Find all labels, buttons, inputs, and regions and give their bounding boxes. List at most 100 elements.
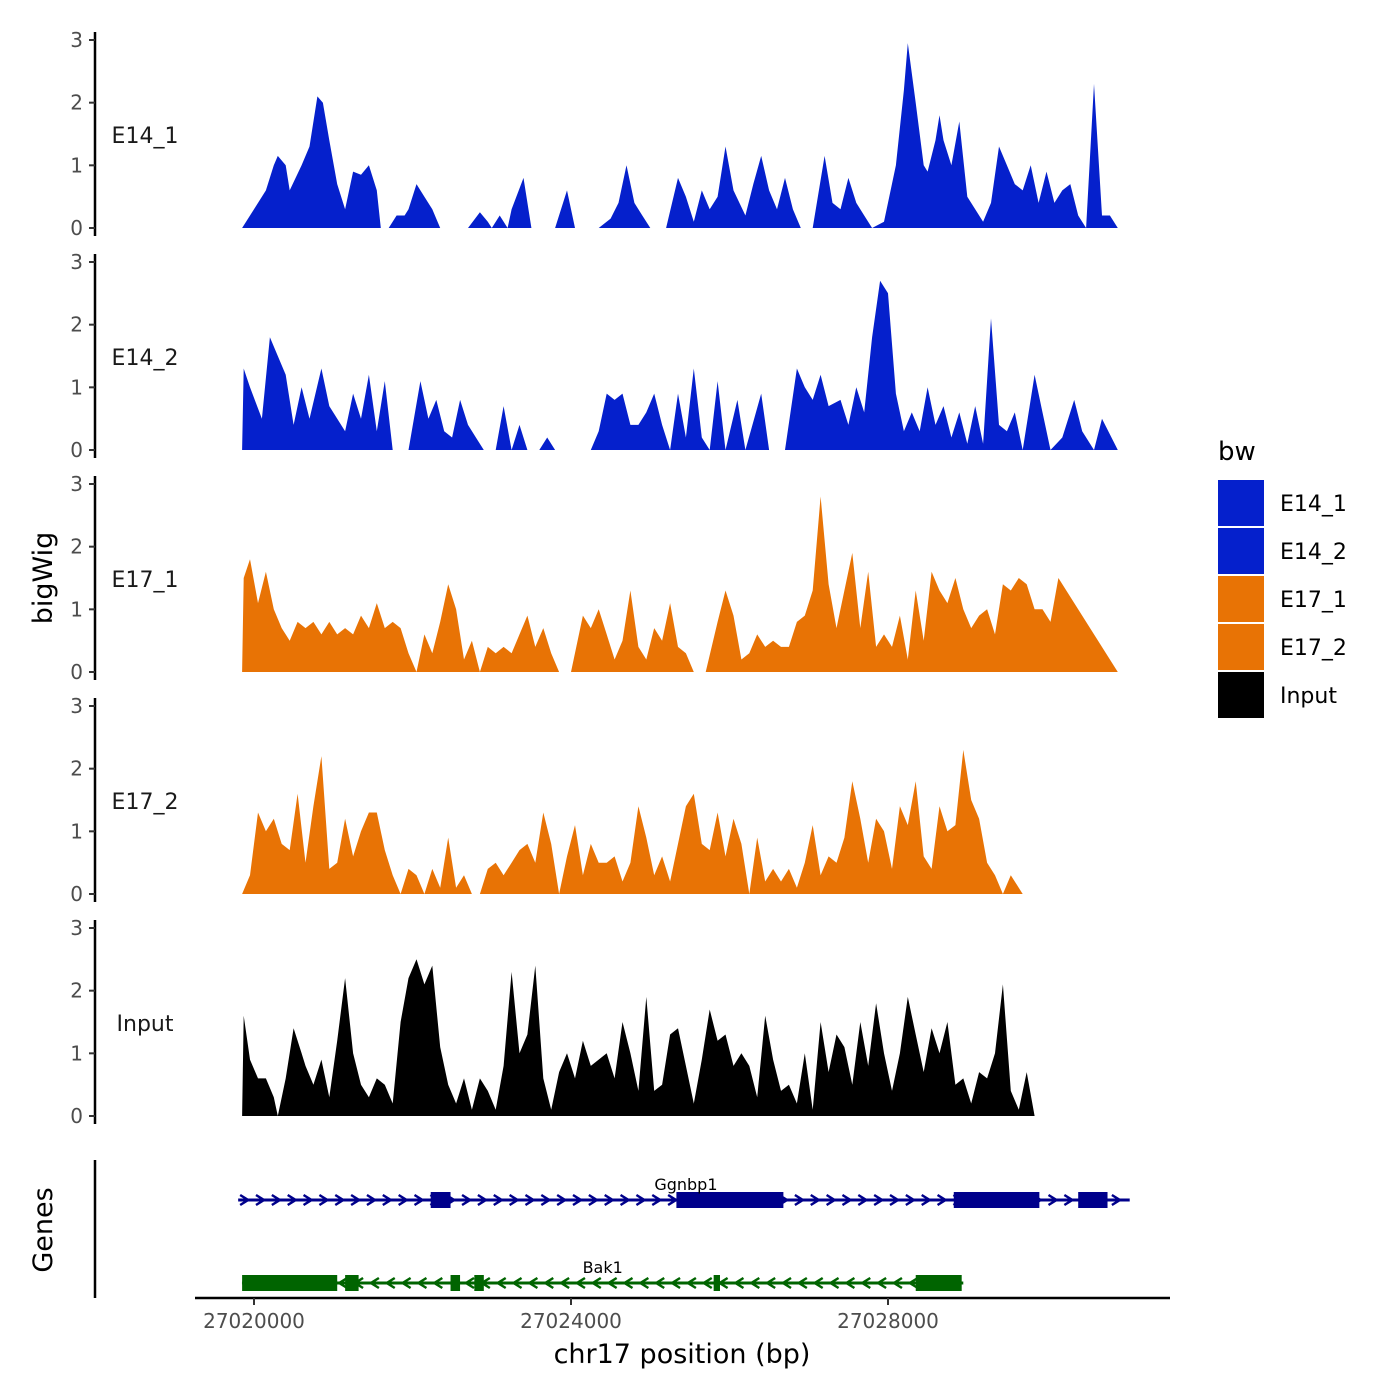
coverage-area xyxy=(242,43,1118,228)
strand-arrow xyxy=(336,1276,348,1290)
legend-item: E17_2 xyxy=(1218,624,1347,670)
exon xyxy=(242,1275,338,1291)
strand-arrow xyxy=(271,1193,283,1207)
strand-arrow xyxy=(907,1276,919,1290)
strand-arrow xyxy=(558,1276,570,1290)
y-tick-label: 3 xyxy=(70,28,83,52)
exon xyxy=(676,1192,784,1208)
strand-arrow xyxy=(921,1193,933,1207)
strand-arrow xyxy=(701,1276,713,1290)
strand-arrow xyxy=(239,1193,251,1207)
exon xyxy=(345,1275,359,1291)
legend-label: E14_2 xyxy=(1280,540,1347,565)
track-e17-2: 0 1 2 3 E17_2 xyxy=(70,694,1023,906)
strand-arrow xyxy=(461,1193,473,1207)
coverage-area xyxy=(242,749,1023,894)
strand-arrow xyxy=(416,1276,428,1290)
legend-swatch xyxy=(1218,480,1264,526)
strand-arrow xyxy=(606,1276,618,1290)
strand-arrow xyxy=(638,1276,650,1290)
y-tick-label: 1 xyxy=(70,1041,83,1065)
y-axis-title: bigWig xyxy=(28,532,59,625)
y-tick-label: 2 xyxy=(70,313,83,337)
track-label: E14_2 xyxy=(112,346,179,371)
exon xyxy=(474,1275,484,1291)
strand-arrow xyxy=(844,1276,856,1290)
legend-label: E14_1 xyxy=(1280,492,1347,517)
strand-arrow xyxy=(287,1193,299,1207)
legend-swatch xyxy=(1218,672,1264,718)
legend-title: bw xyxy=(1218,437,1256,467)
strand-arrow xyxy=(685,1276,697,1290)
strand-arrow xyxy=(653,1276,665,1290)
y-tick-label: 2 xyxy=(70,535,83,559)
y-tick-label: 0 xyxy=(70,882,83,906)
legend-label: E17_2 xyxy=(1280,636,1347,661)
y-tick-label: 3 xyxy=(70,916,83,940)
x-axis: 27020000 27024000 27028000 xyxy=(195,1296,1170,1333)
strand-arrow xyxy=(873,1193,885,1207)
track-input: 0 1 2 3 Input xyxy=(70,916,1035,1128)
x-tick-label: 27020000 xyxy=(203,1309,305,1333)
y-tick-label: 0 xyxy=(70,1104,83,1128)
y-tick-label: 1 xyxy=(70,597,83,621)
x-axis-title: chr17 position (bp) xyxy=(554,1339,811,1370)
strand-arrow xyxy=(841,1193,853,1207)
strand-arrow xyxy=(810,1193,822,1207)
strand-arrow xyxy=(384,1276,396,1290)
y-tick-label: 1 xyxy=(70,153,83,177)
strand-arrow xyxy=(859,1276,871,1290)
strand-arrow xyxy=(635,1193,647,1207)
coverage-area xyxy=(242,280,1118,450)
strand-arrow xyxy=(574,1276,586,1290)
strand-arrow xyxy=(794,1193,806,1207)
legend-item: E14_2 xyxy=(1218,528,1347,574)
track-label: E14_1 xyxy=(112,124,179,149)
exon xyxy=(953,1192,1040,1208)
legend-label: E17_1 xyxy=(1280,588,1347,613)
coverage-area xyxy=(242,496,1118,672)
strand-arrow xyxy=(540,1193,552,1207)
legend-label: Input xyxy=(1280,684,1337,709)
strand-arrow xyxy=(875,1276,887,1290)
strand-arrow xyxy=(350,1193,362,1207)
strand-arrow xyxy=(748,1276,760,1290)
strand-arrow xyxy=(619,1193,631,1207)
exon xyxy=(915,1275,962,1291)
strand-arrow xyxy=(572,1193,584,1207)
strand-arrow xyxy=(590,1276,602,1290)
y-tick-label: 2 xyxy=(70,979,83,1003)
legend: bw E14_1 E14_2 E17_1 E17_2 Input xyxy=(1218,437,1347,718)
strand-arrow xyxy=(812,1276,824,1290)
strand-arrow xyxy=(667,1193,679,1207)
track-label: E17_1 xyxy=(112,568,179,593)
strand-arrow xyxy=(796,1276,808,1290)
y-tick-label: 0 xyxy=(70,216,83,240)
y-tick-label: 0 xyxy=(70,660,83,684)
strand-arrow xyxy=(463,1276,475,1290)
strand-arrow xyxy=(828,1276,840,1290)
track-e17-1: 0 1 2 3 E17_1 xyxy=(70,472,1118,684)
y-tick-label: 3 xyxy=(70,472,83,496)
strand-arrow xyxy=(334,1193,346,1207)
track-label: E17_2 xyxy=(112,790,179,815)
track-e14-2: 0 1 2 3 E14_2 xyxy=(70,250,1118,462)
exon xyxy=(713,1275,720,1291)
strand-arrow xyxy=(255,1193,267,1207)
strand-arrow xyxy=(825,1193,837,1207)
legend-swatch xyxy=(1218,528,1264,574)
tracks-area: 0 1 2 3 E14_1 0 1 2 3 E14_2 0 1 2 3 E17_1 0 1 2 3 E17_2 0 1 2 3… xyxy=(70,28,1118,1128)
strand-arrow xyxy=(397,1193,410,1207)
strand-arrow xyxy=(431,1276,443,1290)
x-tick-label: 27024000 xyxy=(520,1309,622,1333)
y-tick-label: 3 xyxy=(70,250,83,274)
strand-arrow xyxy=(477,1193,489,1207)
legend-item: E17_1 xyxy=(1218,576,1347,622)
gene-ggnbp1: Ggnbp1 xyxy=(238,1175,1130,1208)
strand-arrow xyxy=(542,1276,554,1290)
exon xyxy=(1078,1192,1108,1208)
strand-arrow xyxy=(764,1276,776,1290)
strand-arrow xyxy=(400,1276,412,1290)
strand-arrow xyxy=(413,1193,425,1207)
